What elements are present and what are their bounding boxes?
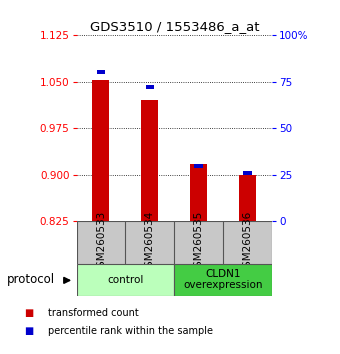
Title: GDS3510 / 1553486_a_at: GDS3510 / 1553486_a_at (89, 20, 259, 33)
Text: percentile rank within the sample: percentile rank within the sample (48, 326, 212, 336)
Bar (190, 164, 207, 221)
Bar (76, 264, 174, 296)
Text: transformed count: transformed count (48, 308, 138, 318)
Text: ■: ■ (24, 326, 33, 336)
Text: GSM260533: GSM260533 (96, 211, 106, 274)
Bar (239, 175, 256, 221)
Text: control: control (107, 275, 143, 285)
Bar (141, 101, 158, 221)
Bar (243, 171, 252, 175)
Text: GSM260534: GSM260534 (145, 211, 155, 274)
Bar (97, 70, 105, 74)
Text: CLDN1
overexpression: CLDN1 overexpression (183, 269, 263, 291)
Bar (92, 80, 109, 221)
Text: GSM260535: GSM260535 (194, 211, 204, 274)
Text: GSM260536: GSM260536 (242, 211, 253, 274)
Text: protocol: protocol (7, 273, 55, 286)
Bar (194, 164, 203, 168)
Text: ■: ■ (24, 308, 33, 318)
Bar (174, 264, 272, 296)
Bar (146, 85, 154, 89)
